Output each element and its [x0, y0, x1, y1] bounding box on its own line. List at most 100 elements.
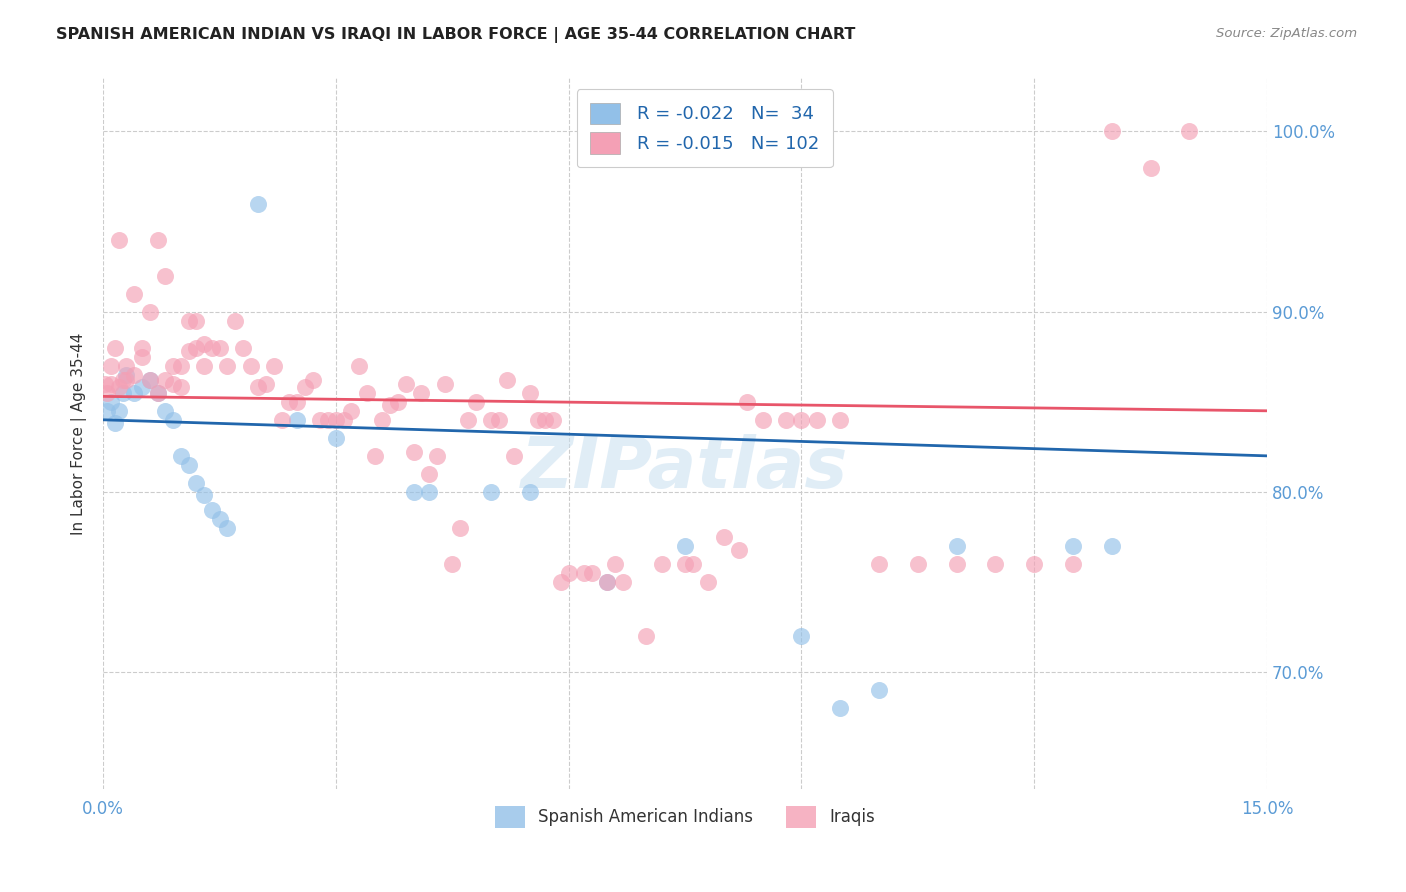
Point — [612, 574, 634, 589]
Point — [107, 233, 129, 247]
Point — [100, 359, 122, 373]
Point — [526, 413, 548, 427]
Point — [673, 539, 696, 553]
Point — [1101, 124, 1123, 138]
Point — [217, 521, 239, 535]
Point — [186, 341, 208, 355]
Point — [418, 484, 440, 499]
Point — [115, 373, 138, 387]
Point — [155, 373, 177, 387]
Point — [162, 359, 184, 373]
Point — [254, 376, 277, 391]
Point — [464, 394, 486, 409]
Point — [433, 376, 456, 391]
Point — [557, 566, 579, 580]
Point — [104, 417, 127, 431]
Point — [347, 359, 370, 373]
Point — [395, 376, 418, 391]
Point — [177, 344, 200, 359]
Point — [364, 449, 387, 463]
Point — [340, 404, 363, 418]
Point — [115, 359, 138, 373]
Point — [519, 385, 541, 400]
Point — [232, 341, 254, 355]
Point — [170, 380, 193, 394]
Y-axis label: In Labor Force | Age 35-44: In Labor Force | Age 35-44 — [72, 332, 87, 534]
Point — [111, 385, 134, 400]
Point — [735, 394, 758, 409]
Point — [418, 467, 440, 481]
Point — [1139, 161, 1161, 175]
Point — [830, 701, 852, 715]
Point — [115, 368, 138, 382]
Point — [139, 304, 162, 318]
Point — [247, 380, 270, 394]
Point — [682, 557, 704, 571]
Point — [263, 359, 285, 373]
Point — [907, 557, 929, 571]
Point — [155, 268, 177, 283]
Point — [806, 413, 828, 427]
Point — [111, 373, 134, 387]
Point — [457, 413, 479, 427]
Point — [751, 413, 773, 427]
Point — [868, 683, 890, 698]
Point — [945, 539, 967, 553]
Point — [131, 380, 153, 394]
Point — [380, 398, 402, 412]
Point — [294, 380, 316, 394]
Point — [208, 341, 231, 355]
Point — [122, 286, 145, 301]
Point — [581, 566, 603, 580]
Point — [122, 368, 145, 382]
Point — [605, 557, 627, 571]
Point — [387, 394, 409, 409]
Point — [301, 373, 323, 387]
Point — [1101, 539, 1123, 553]
Point — [100, 394, 122, 409]
Point — [122, 385, 145, 400]
Point — [728, 542, 751, 557]
Point — [945, 557, 967, 571]
Point — [285, 413, 308, 427]
Point — [96, 404, 118, 418]
Point — [146, 233, 169, 247]
Point — [356, 385, 378, 400]
Point — [104, 341, 127, 355]
Point — [325, 413, 347, 427]
Point — [550, 574, 572, 589]
Point — [503, 449, 526, 463]
Point — [193, 337, 215, 351]
Point — [534, 413, 557, 427]
Point — [139, 373, 162, 387]
Point — [441, 557, 464, 571]
Point — [177, 458, 200, 472]
Point — [426, 449, 449, 463]
Point — [193, 488, 215, 502]
Point — [673, 557, 696, 571]
Point — [984, 557, 1007, 571]
Point — [488, 413, 510, 427]
Point — [155, 404, 177, 418]
Point — [96, 385, 118, 400]
Point — [830, 413, 852, 427]
Point — [479, 484, 502, 499]
Point — [285, 394, 308, 409]
Point — [651, 557, 673, 571]
Point — [278, 394, 301, 409]
Point — [107, 380, 129, 394]
Point — [146, 385, 169, 400]
Point — [636, 629, 658, 643]
Point — [193, 359, 215, 373]
Point — [713, 530, 735, 544]
Point — [1062, 539, 1084, 553]
Point — [239, 359, 262, 373]
Point — [1178, 124, 1201, 138]
Point — [94, 376, 117, 391]
Point — [131, 341, 153, 355]
Point — [402, 484, 425, 499]
Point — [775, 413, 797, 427]
Point — [247, 196, 270, 211]
Point — [519, 484, 541, 499]
Point — [201, 341, 224, 355]
